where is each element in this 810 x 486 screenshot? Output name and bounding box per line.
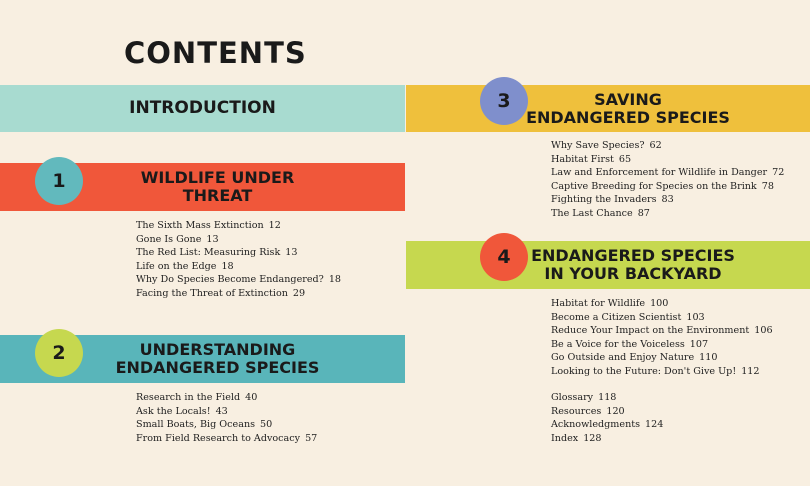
toc-entry-title: From Field Research to Advocacy xyxy=(136,432,301,444)
chapter-1-entries: The Sixth Mass Extinction 12 Gone Is Gone 1… xyxy=(136,219,341,300)
toc-entry-title: Why Save Species? xyxy=(551,140,645,151)
introduction-band[interactable]: INTRODUCTION xyxy=(0,85,405,132)
toc-entry-title: Why Do Species Become Endangered? xyxy=(136,274,324,285)
toc-entry-title: Ask the Locals! xyxy=(136,405,211,417)
toc-entry-page-number: 78 xyxy=(761,180,774,192)
toc-entry[interactable]: Life on the Edge 18 xyxy=(136,260,341,274)
toc-entry-page-number: 12 xyxy=(268,220,281,231)
toc-entry-page-number: 118 xyxy=(598,392,617,403)
toc-entry[interactable]: Acknowledgments 124 xyxy=(551,418,663,432)
toc-entry[interactable]: Reduce Your Impact on the Environment 106 xyxy=(551,324,773,338)
toc-entry-page-number: 43 xyxy=(215,405,228,417)
toc-entry-page-number: 103 xyxy=(686,311,705,323)
chapter-4-title: ENDANGERED SPECIES IN YOUR BACKYARD xyxy=(531,246,735,283)
toc-entry-title: Law and Enforcement for Wildlife in Dang… xyxy=(551,167,768,178)
toc-entry[interactable]: Why Do Species Become Endangered? 18 xyxy=(136,273,341,287)
toc-entry-title: Fighting the Invaders xyxy=(551,194,657,205)
chapter-2-entries: Research in the Field 40 Ask the Locals! 43… xyxy=(136,391,317,445)
toc-entry-title: The Red List: Measuring Risk xyxy=(136,247,281,258)
toc-entry-title: Research in the Field xyxy=(136,392,241,403)
toc-entry[interactable]: The Red List: Measuring Risk 13 xyxy=(136,246,341,260)
toc-entry-page-number: 50 xyxy=(260,419,273,430)
toc-entry[interactable]: Captive Breeding for Species on the Brin… xyxy=(551,180,784,194)
chapter-1-number-badge: 1 xyxy=(35,157,83,205)
toc-entry-title: Acknowledgments xyxy=(551,419,641,430)
toc-entry[interactable]: From Field Research to Advocacy 57 xyxy=(136,432,317,446)
contents-title: CONTENTS xyxy=(124,36,307,70)
chapter-1-title: WILDLIFE UNDER THREAT xyxy=(140,168,295,205)
toc-entry[interactable]: Become a Citizen Scientist 103 xyxy=(551,311,773,325)
toc-entry-title: Become a Citizen Scientist xyxy=(551,311,682,323)
toc-entry-page-number: 13 xyxy=(206,233,219,245)
toc-entry-title: The Last Chance xyxy=(551,207,633,219)
toc-entry-page-number: 87 xyxy=(637,207,650,219)
toc-entry[interactable]: Small Boats, Big Oceans 50 xyxy=(136,418,317,432)
toc-entry-page-number: 110 xyxy=(699,352,718,363)
toc-entry-page-number: 120 xyxy=(606,405,625,417)
toc-entry-title: Glossary xyxy=(551,392,594,403)
chapter-2-number-badge: 2 xyxy=(35,329,83,377)
toc-entry-page-number: 13 xyxy=(285,247,298,258)
toc-entry[interactable]: The Sixth Mass Extinction 12 xyxy=(136,219,341,233)
toc-entry-page-number: 112 xyxy=(741,365,760,377)
toc-entry-page-number: 128 xyxy=(583,432,602,444)
toc-entry-title: Habitat First xyxy=(551,153,614,165)
toc-entry[interactable]: Be a Voice for the Voiceless 107 xyxy=(551,338,773,352)
toc-entry-page-number: 57 xyxy=(305,432,318,444)
toc-entry-page-number: 106 xyxy=(754,325,773,336)
chapter-3-band[interactable]: SAVING ENDANGERED SPECIES xyxy=(406,85,810,132)
toc-entry-page-number: 72 xyxy=(772,167,785,178)
toc-entry[interactable]: Index 128 xyxy=(551,432,663,446)
chapter-2-title: UNDERSTANDING ENDANGERED SPECIES xyxy=(115,340,320,377)
introduction-label: INTRODUCTION xyxy=(129,97,276,118)
toc-entry-title: Reduce Your Impact on the Environment xyxy=(551,325,750,336)
toc-entry[interactable]: Resources 120 xyxy=(551,405,663,419)
chapter-4-band[interactable]: ENDANGERED SPECIES IN YOUR BACKYARD xyxy=(406,241,810,289)
toc-entry[interactable]: Law and Enforcement for Wildlife in Dang… xyxy=(551,166,784,180)
toc-entry-page-number: 65 xyxy=(618,153,632,165)
toc-entry[interactable]: The Last Chance 87 xyxy=(551,207,784,221)
chapter-4-number-badge: 4 xyxy=(480,233,528,281)
chapter-3-title: SAVING ENDANGERED SPECIES xyxy=(526,89,730,127)
toc-entry-title: Go Outside and Enjoy Nature xyxy=(551,352,695,363)
toc-entry[interactable]: Gone Is Gone 13 xyxy=(136,233,341,247)
toc-entry-title: The Sixth Mass Extinction xyxy=(136,220,264,231)
toc-entry-page-number: 62 xyxy=(649,140,662,151)
toc-entry-title: Small Boats, Big Oceans xyxy=(136,419,256,430)
toc-entry-page-number: 83 xyxy=(661,194,674,205)
toc-entry-page-number: 100 xyxy=(650,298,669,309)
toc-entry-page-number: 18 xyxy=(328,274,342,285)
toc-entry-page-number: 107 xyxy=(689,338,709,350)
toc-entry-title: Be a Voice for the Voiceless xyxy=(551,338,685,350)
toc-entry-page-number: 18 xyxy=(221,260,234,272)
chapter-4-entries: Habitat for Wildlife 100 Become a Citizen … xyxy=(551,297,773,378)
toc-entry-title: Habitat for Wildlife xyxy=(551,298,646,309)
chapter-3-entries: Why Save Species? 62 Habitat First 65 Law an… xyxy=(551,139,784,220)
toc-entry[interactable]: Research in the Field 40 xyxy=(136,391,317,405)
toc-entry-page-number: 40 xyxy=(245,392,258,403)
toc-entry[interactable]: Ask the Locals! 43 xyxy=(136,405,317,419)
toc-entry-title: Resources xyxy=(551,405,602,417)
toc-entry[interactable]: Facing the Threat of Extinction 29 xyxy=(136,287,341,301)
toc-entry[interactable]: Habitat First 65 xyxy=(551,153,784,167)
toc-entry-title: Gone Is Gone xyxy=(136,233,202,245)
toc-entry[interactable]: Go Outside and Enjoy Nature 110 xyxy=(551,351,773,365)
back-matter-entries: Glossary 118 Resources 120 Acknowledgments 12… xyxy=(551,391,663,445)
toc-entry-page-number: 124 xyxy=(645,419,664,430)
toc-entry[interactable]: Fighting the Invaders 83 xyxy=(551,193,784,207)
toc-entry-title: Looking to the Future: Don't Give Up! xyxy=(551,365,737,377)
toc-entry[interactable]: Habitat for Wildlife 100 xyxy=(551,297,773,311)
toc-entry-title: Index xyxy=(551,432,579,444)
toc-entry-title: Life on the Edge xyxy=(136,260,217,272)
toc-entry[interactable]: Glossary 118 xyxy=(551,391,663,405)
toc-entry-title: Captive Breeding for Species on the Brin… xyxy=(551,180,757,192)
chapter-3-number-badge: 3 xyxy=(480,77,528,125)
toc-entry[interactable]: Looking to the Future: Don't Give Up! 112 xyxy=(551,365,773,379)
toc-entry[interactable]: Why Save Species? 62 xyxy=(551,139,784,153)
toc-entry-page-number: 29 xyxy=(292,287,306,299)
toc-entry-title: Facing the Threat of Extinction xyxy=(136,287,288,299)
